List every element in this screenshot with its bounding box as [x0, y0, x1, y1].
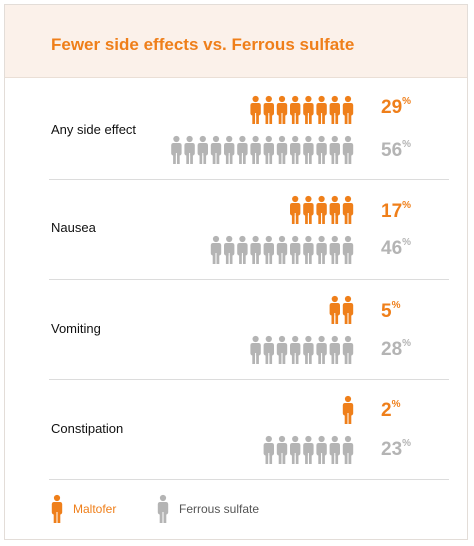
- ferrous-person-icon: [303, 235, 314, 264]
- maltofer-value-label: 2%: [381, 399, 401, 421]
- ferrous-person-icon: [329, 235, 340, 264]
- maltofer-person-icon: [303, 95, 314, 124]
- ferrous-person-icon: [290, 135, 301, 164]
- ferrous-person-icon: [342, 135, 354, 164]
- maltofer-value-label: 29%: [381, 96, 412, 118]
- ferrous-person-icon: [263, 335, 274, 364]
- ferrous-person-icon: [263, 135, 274, 164]
- row-divider: [49, 479, 449, 480]
- ferrous-person-icon: [276, 335, 288, 364]
- ferrous-person-icon: [290, 435, 301, 464]
- chart-header: Fewer side effects vs. Ferrous sulfate: [5, 5, 467, 78]
- ferrous-person-icon: [197, 135, 208, 164]
- ferrous-person-icon: [250, 135, 261, 164]
- maltofer-person-icon: [276, 95, 288, 124]
- maltofer-value-label: 17%: [381, 200, 412, 222]
- ferrous-person-icon: [290, 335, 301, 364]
- category-label-any-side-effect: Any side effect: [51, 122, 137, 137]
- maltofer-person-icon: [342, 395, 354, 424]
- ferrous-person-icon: [276, 135, 288, 164]
- pictogram-svg: [51, 95, 354, 523]
- ferrous-person-icon: [303, 435, 314, 464]
- maltofer-person-icon: [342, 195, 354, 224]
- ferrous-person-icon: [250, 235, 261, 264]
- ferrous-value-label: 23%: [381, 438, 412, 460]
- legend-label-maltofer: Maltofer: [73, 502, 117, 516]
- ferrous-person-icon: [224, 235, 235, 264]
- ferrous-person-icon: [342, 235, 354, 264]
- maltofer-person-icon: [342, 95, 354, 124]
- maltofer-person-icon: [290, 95, 301, 124]
- ferrous-person-icon: [329, 435, 340, 464]
- maltofer-person-icon: [303, 195, 314, 224]
- ferrous-person-icon: [303, 135, 314, 164]
- maltofer-value-label: 5%: [381, 300, 401, 322]
- ferrous-person-icon: [316, 135, 327, 164]
- ferrous-person-icon: [342, 435, 354, 464]
- maltofer-person-icon: [329, 195, 340, 224]
- row-divider: [49, 179, 449, 180]
- ferrous-person-icon: [329, 335, 340, 364]
- ferrous-person-icon: [316, 435, 327, 464]
- ferrous-person-icon: [210, 235, 222, 264]
- maltofer-person-icon: [316, 95, 327, 124]
- ferrous-person-icon: [303, 335, 314, 364]
- maltofer-person-icon: [290, 195, 301, 224]
- ferrous-person-icon: [263, 435, 274, 464]
- ferrous-person-icon: [237, 135, 248, 164]
- chart-title: Fewer side effects vs. Ferrous sulfate: [51, 35, 355, 54]
- maltofer-person-icon: [342, 295, 354, 324]
- ferrous-person-icon: [316, 335, 327, 364]
- ferrous-person-icon: [237, 235, 248, 264]
- maltofer-person-icon: [329, 95, 340, 124]
- ferrous-value-label: 28%: [381, 338, 412, 360]
- category-label-constipation: Constipation: [51, 421, 124, 436]
- maltofer-person-icon: [250, 95, 261, 124]
- ferrous-person-icon: [184, 135, 195, 164]
- ferrous-person-icon: [224, 135, 235, 164]
- row-divider: [49, 379, 449, 380]
- ferrous-person-icon: [276, 435, 288, 464]
- ferrous-person-icon: [276, 235, 288, 264]
- ferrous-person-icon: [250, 335, 261, 364]
- category-label-nausea: Nausea: [51, 220, 96, 235]
- maltofer-person-icon: [316, 195, 327, 224]
- legend-ferrous-person-icon: [157, 494, 169, 523]
- ferrous-person-icon: [329, 135, 340, 164]
- row-divider: [49, 279, 449, 280]
- legend-label-ferrous-sulfate: Ferrous sulfate: [179, 502, 260, 516]
- legend-maltofer-person-icon: [51, 494, 63, 523]
- ferrous-value-label: 56%: [381, 139, 412, 161]
- ferrous-person-icon: [263, 235, 274, 264]
- chart-card: Fewer side effects vs. Ferrous sulfate A…: [4, 4, 468, 540]
- maltofer-person-icon: [329, 295, 340, 324]
- ferrous-person-icon: [316, 235, 327, 264]
- ferrous-person-icon: [342, 335, 354, 364]
- category-label-vomiting: Vomiting: [51, 321, 101, 336]
- ferrous-value-label: 46%: [381, 237, 412, 259]
- ferrous-person-icon: [171, 135, 182, 164]
- maltofer-person-icon: [263, 95, 274, 124]
- ferrous-person-icon: [290, 235, 301, 264]
- ferrous-person-icon: [210, 135, 222, 164]
